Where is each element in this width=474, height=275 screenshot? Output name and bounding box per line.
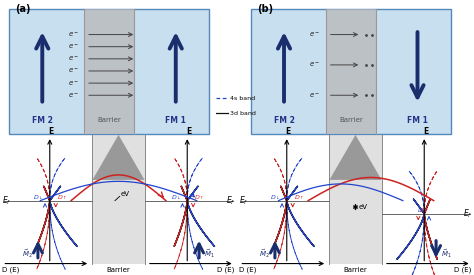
- Text: $\vec{M}_1$: $\vec{M}_1$: [204, 247, 215, 260]
- Text: eV: eV: [359, 204, 368, 210]
- Bar: [92, 135, 145, 263]
- Text: $e^-$: $e^-$: [68, 54, 79, 63]
- Polygon shape: [329, 135, 382, 180]
- Text: $\vec{M}_2$: $\vec{M}_2$: [22, 247, 33, 260]
- Text: $\vec{M}_2$: $\vec{M}_2$: [259, 247, 270, 260]
- Text: $e^-$: $e^-$: [68, 79, 79, 87]
- Text: Barrier: Barrier: [97, 117, 121, 123]
- Text: $e^-$: $e^-$: [310, 60, 320, 69]
- Text: $e^-$: $e^-$: [68, 91, 79, 100]
- Text: D (E): D (E): [239, 267, 257, 273]
- Polygon shape: [274, 201, 287, 246]
- Text: $E_f$: $E_f$: [2, 194, 11, 207]
- Text: $E_f$: $E_f$: [226, 194, 235, 207]
- Text: $E_f$: $E_f$: [463, 207, 472, 220]
- Text: D (E): D (E): [2, 267, 20, 273]
- Polygon shape: [187, 201, 214, 246]
- Text: (b): (b): [257, 4, 273, 14]
- Polygon shape: [287, 201, 314, 246]
- Text: $\vec{M}_1$: $\vec{M}_1$: [441, 247, 452, 260]
- Text: $D_{\uparrow}$: $D_{\uparrow}$: [294, 193, 304, 202]
- Bar: [329, 135, 382, 263]
- Polygon shape: [50, 201, 77, 246]
- FancyBboxPatch shape: [9, 9, 209, 134]
- Text: E: E: [423, 126, 428, 136]
- Text: FM 2: FM 2: [32, 116, 53, 125]
- FancyBboxPatch shape: [251, 9, 451, 134]
- Text: E: E: [285, 126, 291, 136]
- Polygon shape: [174, 201, 187, 246]
- Text: D (E): D (E): [454, 267, 472, 273]
- Text: $D_{\downarrow}$: $D_{\downarrow}$: [34, 194, 44, 202]
- Text: $e^-$: $e^-$: [310, 30, 320, 39]
- Text: Barrier: Barrier: [339, 117, 363, 123]
- Text: eV: eV: [121, 191, 130, 197]
- Polygon shape: [92, 135, 145, 180]
- Bar: [84, 9, 134, 134]
- Text: 3d band: 3d band: [229, 111, 255, 116]
- Text: $E_f$: $E_f$: [239, 194, 248, 207]
- Text: $D_{\downarrow}$: $D_{\downarrow}$: [271, 194, 281, 202]
- Text: FM 1: FM 1: [407, 116, 428, 125]
- Text: E: E: [186, 126, 191, 136]
- Text: Barrier: Barrier: [344, 267, 367, 273]
- Text: $D_{\uparrow}$: $D_{\uparrow}$: [419, 206, 430, 215]
- Polygon shape: [37, 201, 50, 246]
- Text: E: E: [48, 126, 54, 136]
- Text: $D_{\downarrow}$: $D_{\downarrow}$: [171, 194, 182, 202]
- Polygon shape: [397, 213, 424, 259]
- Text: $D_{\uparrow}$: $D_{\uparrow}$: [194, 193, 205, 202]
- Text: $e^-$: $e^-$: [68, 67, 79, 75]
- Text: $D_{\downarrow}$: $D_{\downarrow}$: [418, 207, 428, 215]
- Bar: [326, 9, 376, 134]
- Polygon shape: [424, 213, 437, 259]
- Text: FM 1: FM 1: [165, 116, 186, 125]
- Text: $D_{\uparrow}$: $D_{\uparrow}$: [57, 193, 67, 202]
- Text: (a): (a): [15, 4, 31, 14]
- Text: $e^-$: $e^-$: [68, 42, 79, 51]
- Text: $e^-$: $e^-$: [68, 30, 79, 39]
- Text: D (E): D (E): [217, 267, 235, 273]
- Text: 4s band: 4s band: [229, 95, 255, 100]
- Text: Barrier: Barrier: [107, 267, 130, 273]
- Text: $e^-$: $e^-$: [310, 91, 320, 100]
- Text: FM 2: FM 2: [273, 116, 294, 125]
